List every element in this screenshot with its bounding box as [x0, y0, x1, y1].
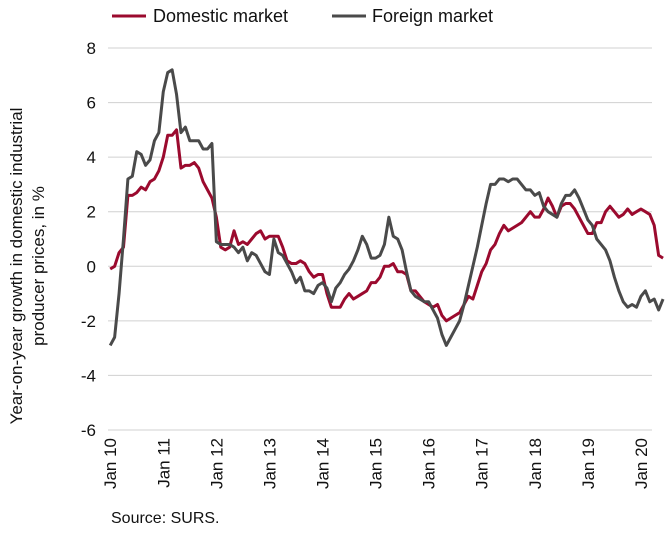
series-lines: [108, 68, 665, 347]
legend: Domestic market Foreign market: [112, 6, 493, 26]
x-tick-label: Jan 16: [420, 438, 439, 489]
y-tick-label: -6: [81, 421, 96, 440]
legend-label-foreign: Foreign market: [372, 6, 493, 26]
series-line-domestic: [109, 128, 664, 323]
y-tick-label: 4: [87, 148, 96, 167]
gridlines: [108, 47, 652, 431]
y-tick-label: 0: [87, 257, 96, 276]
legend-label-domestic: Domestic market: [153, 6, 288, 26]
x-tick-label: Jan 15: [367, 438, 386, 489]
y-tick-label: -2: [81, 312, 96, 331]
y-axis-label-line-2: producer prices, in %: [29, 186, 48, 346]
x-tick-label: Jan 12: [207, 438, 226, 489]
x-tick-label: Jan 13: [260, 438, 279, 489]
x-tick-label: Jan 20: [632, 438, 651, 489]
series-line-foreign: [108, 68, 665, 347]
y-tick-label: 8: [87, 39, 96, 58]
x-tick-label: Jan 11: [154, 438, 173, 488]
x-tick-label: Jan 18: [526, 438, 545, 489]
x-tick-label: Jan 10: [101, 438, 120, 489]
y-axis-tick-labels: 8 6 4 2 0 -2 -4 -6: [81, 39, 96, 440]
y-axis-label: Year-on-year growth in domestic industri…: [7, 108, 48, 425]
y-tick-label: -4: [81, 366, 96, 385]
y-tick-label: 6: [87, 94, 96, 113]
y-tick-label: 2: [87, 203, 96, 222]
x-tick-label: Jan 17: [473, 438, 492, 489]
x-axis-tick-labels: Jan 10 Jan 11 Jan 12 Jan 13 Jan 14 Jan 15 Jan …: [101, 438, 651, 489]
x-tick-label: Jan 19: [579, 438, 598, 489]
x-tick-label: Jan 14: [314, 438, 333, 489]
y-axis-label-line-1: Year-on-year growth in domestic industri…: [7, 108, 26, 425]
source-note: Source: SURS.: [111, 510, 219, 527]
